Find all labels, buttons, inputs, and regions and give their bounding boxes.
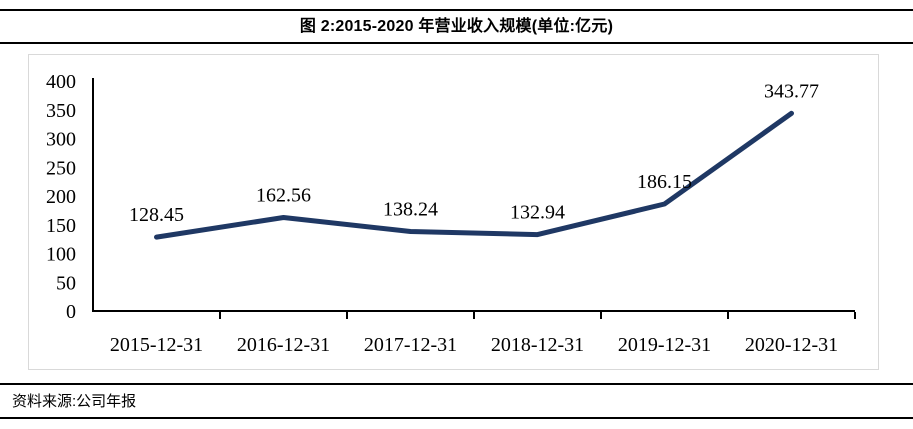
y-tick-label: 250 — [46, 157, 76, 179]
x-tick-label: 2017-12-31 — [364, 334, 457, 356]
y-tick-label: 50 — [56, 272, 76, 294]
data-label: 132.94 — [510, 202, 565, 224]
y-tick-label: 100 — [46, 244, 76, 266]
x-tick-label: 2019-12-31 — [618, 334, 711, 356]
x-tick-label: 2015-12-31 — [110, 334, 203, 356]
top-rule — [0, 9, 913, 11]
y-tick-label: 150 — [46, 215, 76, 237]
data-label: 138.24 — [383, 199, 438, 221]
x-tick-label: 2016-12-31 — [237, 334, 330, 356]
data-label: 128.45 — [129, 204, 184, 226]
y-tick-label: 400 — [46, 71, 76, 93]
source-note: 资料来源:公司年报 — [12, 393, 137, 410]
title-bottom-rule — [0, 42, 913, 44]
y-tick-label: 0 — [66, 301, 76, 323]
data-label: 186.15 — [637, 171, 692, 193]
line-chart-svg: 0 50 100 150 200 250 300 350 400 2015-12-31 2016-1… — [46, 71, 856, 356]
x-tick-label: 2018-12-31 — [491, 334, 584, 356]
y-tick-label: 300 — [46, 129, 76, 151]
series-line — [154, 110, 794, 240]
y-tick-label: 200 — [46, 186, 76, 208]
x-tick-label: 2020-12-31 — [745, 334, 838, 356]
data-label: 162.56 — [256, 185, 311, 207]
data-label: 343.77 — [764, 80, 819, 102]
chart-area: 0 50 100 150 200 250 300 350 400 2015-12-31 2016-1… — [28, 54, 879, 370]
source-top-rule — [0, 383, 913, 385]
y-tick-label: 350 — [46, 100, 76, 122]
figure-title: 图 2:2015-2020 年营业收入规模(单位:亿元) — [299, 18, 614, 35]
bottom-rule — [0, 417, 913, 419]
